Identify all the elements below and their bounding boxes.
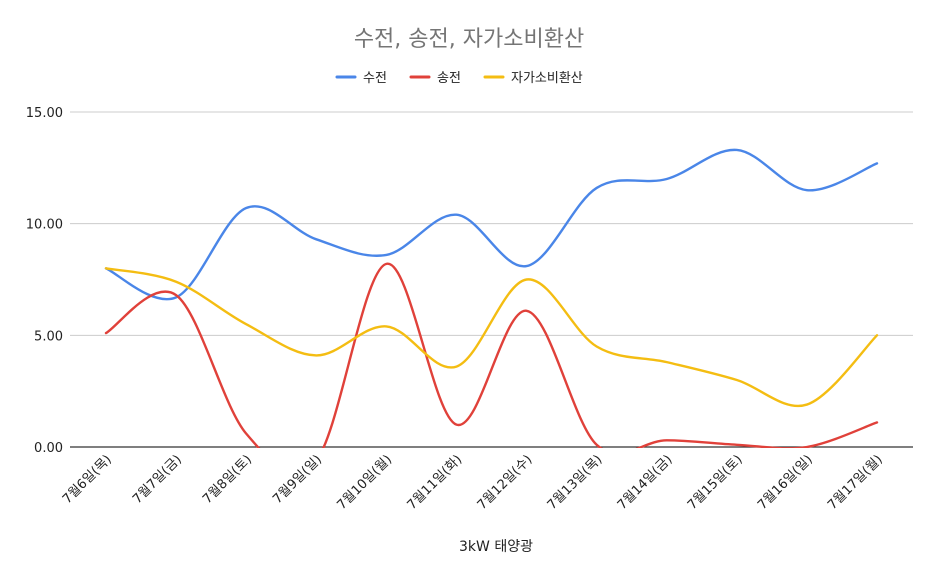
x-tick-label: 7월17일(월) <box>825 452 886 513</box>
legend-label-songjeon: 송전 <box>437 71 461 86</box>
x-tick-label: 7월10일(월) <box>334 452 395 513</box>
gridlines <box>70 111 913 448</box>
x-tick-label: 7월13일(목) <box>545 452 606 513</box>
x-tick-label: 7월8일(토) <box>200 452 255 507</box>
legend-item-self-consumption[interactable]: 자가소비환산 <box>483 71 583 86</box>
series-line-2 <box>104 267 879 408</box>
legend-item-sujeon[interactable]: 수전 <box>335 71 387 86</box>
x-tick-label: 7월11일(화) <box>405 452 466 513</box>
series-line-0 <box>104 148 879 301</box>
y-tick-label: 5.00 <box>34 329 63 344</box>
x-tick-label: 7월6일(목) <box>60 452 115 507</box>
x-tick-label: 7월14일(금) <box>615 452 676 513</box>
x-axis-ticks: 7월6일(목) 7월7일(금) 7월8일(토) 7월9일(일) 7월10일(월) 7월11… <box>60 452 886 513</box>
series-lines <box>104 148 879 448</box>
series-line-1 <box>104 262 879 448</box>
y-tick-label: 15.00 <box>26 106 63 121</box>
legend-item-songjeon[interactable]: 송전 <box>409 71 461 86</box>
x-tick-label: 7월7일(금) <box>130 452 185 507</box>
legend-label-self-consumption: 자가소비환산 <box>511 71 583 86</box>
y-axis-ticks: 0.00 5.00 10.00 15.00 <box>26 106 63 456</box>
x-tick-label: 7월9일(일) <box>270 452 325 507</box>
legend-label-sujeon: 수전 <box>363 71 387 86</box>
x-axis-title: 3kW 태양광 <box>459 539 533 555</box>
legend: 수전 송전 자가소비환산 <box>335 71 583 86</box>
x-tick-label: 7월12일(수) <box>475 452 536 513</box>
y-tick-label: 0.00 <box>34 441 63 456</box>
chart-title: 수전, 송전, 자가소비환산 <box>354 27 584 52</box>
y-tick-label: 10.00 <box>26 218 63 233</box>
x-tick-label: 7월16일(일) <box>755 452 816 513</box>
x-tick-label: 7월15일(토) <box>685 452 746 513</box>
